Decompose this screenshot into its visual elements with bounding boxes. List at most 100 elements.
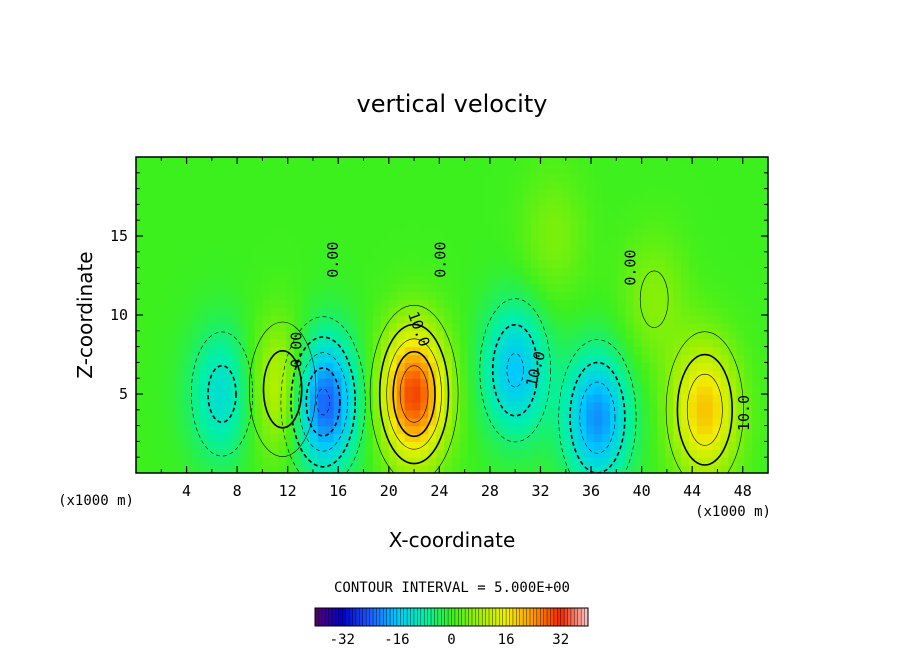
heatmap-cell (625, 180, 635, 190)
heatmap-cell (657, 172, 666, 182)
heatmap-cell (136, 220, 145, 229)
heatmap-cell (578, 409, 587, 419)
heatmap-cell (467, 449, 477, 458)
heatmap-cell (396, 362, 406, 371)
heatmap-cell (602, 299, 611, 308)
heatmap-cell (199, 354, 208, 363)
heatmap-cell (365, 401, 374, 411)
heatmap-cell (380, 204, 390, 213)
heatmap-cell (546, 417, 556, 427)
heatmap-cell (696, 299, 706, 308)
heatmap-cell (278, 354, 287, 363)
heatmap-cell (475, 330, 485, 340)
contour-positive (639, 270, 669, 328)
heatmap-cell (610, 362, 619, 371)
heatmap-cell (483, 394, 493, 403)
heatmap-cell (404, 457, 414, 466)
heatmap-cell (538, 180, 548, 190)
heatmap-cell (301, 291, 311, 300)
heatmap-cell (294, 457, 303, 466)
heatmap-cell (483, 267, 493, 277)
heatmap-cell (760, 251, 768, 261)
heatmap-cell (294, 157, 303, 166)
heatmap-cell (523, 378, 532, 387)
heatmap-cell (183, 204, 192, 213)
heatmap-cell (696, 228, 706, 237)
heatmap-cell (365, 322, 374, 332)
heatmap-cell (412, 330, 421, 340)
heatmap-cell (286, 251, 295, 261)
y-tick-label: 10 (110, 306, 128, 324)
heatmap-cell (246, 465, 256, 473)
heatmap-cell (191, 465, 200, 473)
heatmap-cell (222, 164, 232, 174)
heatmap-cell (278, 315, 287, 324)
heatmap-cell (191, 267, 200, 277)
heatmap-cell (720, 251, 730, 261)
heatmap-cell (641, 409, 651, 419)
heatmap-cell (278, 307, 287, 316)
heatmap-cell (744, 196, 753, 205)
heatmap-cell (538, 275, 548, 284)
heatmap-cell (191, 236, 200, 245)
y-tick-label: 5 (119, 385, 128, 403)
heatmap-cell (357, 346, 366, 356)
heatmap-cell (333, 394, 342, 403)
heatmap-cell (286, 196, 295, 205)
heatmap-cell (657, 157, 666, 166)
heatmap-cell (712, 307, 722, 316)
heatmap-cell (143, 259, 153, 269)
heatmap-cell (459, 299, 469, 308)
heatmap-cell (207, 307, 216, 316)
heatmap-cell (760, 330, 768, 340)
heatmap-cell (562, 457, 572, 466)
heatmap-cell (357, 441, 366, 450)
heatmap-cell (736, 196, 745, 205)
heatmap-cell (578, 204, 587, 213)
contour-negative (316, 388, 330, 416)
heatmap-cell (222, 315, 232, 324)
heatmap-cell (246, 228, 256, 237)
heatmap-cell (262, 346, 271, 356)
heatmap-cell (744, 449, 753, 458)
heatmap-cell (301, 267, 311, 277)
heatmap-cell (452, 354, 461, 363)
heatmap-cell (459, 394, 469, 403)
heatmap-cell (665, 259, 674, 269)
heatmap-cell (538, 172, 548, 182)
heatmap-cell (199, 401, 208, 411)
heatmap-cell (594, 204, 603, 213)
heatmap-cell (444, 212, 453, 221)
heatmap-cell (436, 275, 445, 284)
heatmap-cell (452, 204, 461, 213)
heatmap-cell (136, 433, 145, 442)
heatmap-cell (673, 378, 682, 387)
heatmap-cell (436, 409, 445, 419)
heatmap-cell (515, 188, 524, 198)
heatmap-cell (365, 220, 374, 229)
heatmap-cell (744, 283, 753, 292)
heatmap-cell (309, 409, 319, 419)
heatmap-cell (594, 307, 603, 316)
heatmap-cell (278, 243, 287, 253)
heatmap-cell (728, 378, 737, 387)
heatmap-cell (578, 299, 587, 308)
heatmap-cell (199, 425, 208, 435)
heatmap-cell (633, 220, 643, 229)
colorbar-cell (451, 608, 456, 626)
heatmap-cell (412, 409, 421, 419)
heatmap-cell (760, 370, 768, 379)
heatmap-cell (159, 378, 169, 387)
heatmap-cell (444, 465, 453, 473)
heatmap-cell (230, 180, 240, 190)
heatmap-cell (191, 354, 200, 363)
heatmap-cell (523, 243, 532, 253)
heatmap-cell (309, 251, 319, 261)
heatmap-cell (428, 378, 437, 387)
heatmap-cell (633, 401, 643, 411)
heatmap-cell (175, 275, 184, 284)
heatmap-cell (207, 220, 216, 229)
heatmap-cell (633, 164, 643, 174)
heatmap-cell (191, 394, 200, 403)
heatmap-cell (317, 394, 327, 403)
